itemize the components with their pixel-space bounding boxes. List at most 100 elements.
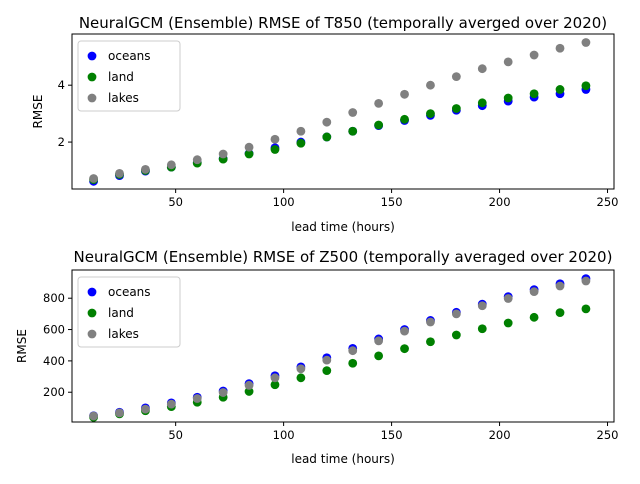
data-point-lakes (529, 287, 539, 297)
data-point-lakes (581, 38, 591, 47)
series-lakes (89, 38, 591, 183)
data-point-lakes (141, 404, 150, 414)
y-tick-label: 200 (43, 385, 65, 399)
data-point-land (374, 351, 384, 361)
data-point-lakes (451, 72, 461, 82)
series-lakes (89, 276, 591, 421)
data-point-lakes (166, 160, 176, 170)
chart-z500: NeuralGCM (Ensemble) RMSE of Z500 (tempo… (15, 248, 618, 466)
plot-frame (71, 33, 615, 190)
data-point-land (244, 149, 254, 159)
legend-marker-lakes (87, 93, 97, 103)
data-point-land (477, 98, 487, 108)
data-point-lakes (166, 399, 176, 409)
data-point-lakes (555, 281, 565, 291)
data-point-lakes (115, 168, 124, 178)
data-point-land (374, 120, 384, 130)
data-point-land (322, 366, 332, 376)
chart-title: NeuralGCM (Ensemble) RMSE of Z500 (tempo… (74, 248, 613, 266)
legend-label-lakes: lakes (108, 91, 139, 105)
data-point-land (451, 104, 461, 113)
data-point-land (348, 126, 358, 136)
data-point-land (581, 304, 591, 314)
x-tick-label: 100 (273, 195, 295, 209)
legend: oceans land lakes (77, 40, 181, 112)
data-point-lakes (400, 326, 409, 336)
data-point-land (348, 358, 358, 368)
data-point-lakes (270, 373, 280, 383)
y-tick-label: 800 (43, 291, 65, 305)
data-point-lakes (529, 50, 539, 60)
data-point-lakes (348, 346, 358, 356)
data-point-land (270, 380, 280, 390)
data-point-land (426, 109, 435, 119)
plot-frame (71, 269, 615, 423)
data-point-land (555, 85, 565, 94)
data-point-land (451, 330, 461, 340)
data-point-lakes (218, 388, 228, 397)
legend-marker-lakes (87, 329, 97, 339)
x-tick-label: 50 (168, 428, 183, 442)
data-point-lakes (426, 80, 435, 90)
data-point-land (322, 132, 332, 142)
data-point-lakes (477, 301, 487, 311)
legend-box (77, 276, 181, 348)
data-point-lakes (581, 276, 591, 286)
data-point-lakes (374, 98, 384, 108)
data-point-lakes (89, 174, 98, 183)
y-tick-label: 600 (43, 323, 65, 337)
data-point-lakes (244, 380, 254, 390)
data-point-land (529, 312, 539, 322)
x-tick-label: 50 (168, 195, 183, 209)
legend-label-oceans: oceans (108, 285, 151, 299)
data-point-land (503, 93, 513, 103)
legend-label-oceans: oceans (108, 49, 151, 63)
legend-box (77, 40, 181, 112)
data-point-lakes (115, 408, 124, 418)
x-tick-label: 150 (381, 195, 403, 209)
data-point-lakes (270, 134, 280, 144)
legend-marker-oceans (87, 287, 97, 297)
data-point-lakes (192, 155, 202, 165)
data-point-lakes (89, 411, 98, 421)
legend-marker-oceans (87, 51, 97, 61)
data-point-land (244, 387, 254, 396)
legend-label-lakes: lakes (108, 327, 139, 341)
legend-marker-land (87, 72, 97, 82)
x-tick-label: 250 (597, 195, 619, 209)
y-axis-label: RMSE (31, 95, 45, 129)
data-point-lakes (451, 309, 461, 319)
chart-title: NeuralGCM (Ensemble) RMSE of T850 (tempo… (79, 14, 607, 32)
data-point-land (555, 308, 565, 318)
data-point-lakes (322, 355, 332, 365)
y-axis-label: RMSE (15, 329, 29, 363)
legend-label-land: land (108, 70, 134, 84)
data-point-lakes (503, 57, 513, 67)
chart-t850: NeuralGCM (Ensemble) RMSE of T850 (tempo… (31, 14, 618, 234)
data-point-land (296, 373, 306, 383)
legend: oceans land lakes (77, 276, 181, 348)
y-tick-label: 2 (58, 135, 65, 149)
data-point-land (400, 344, 409, 354)
data-point-lakes (503, 294, 513, 303)
data-point-land (477, 324, 487, 334)
y-tick-label: 400 (43, 354, 65, 368)
data-point-lakes (348, 108, 358, 117)
x-tick-label: 200 (489, 428, 511, 442)
data-point-land (529, 89, 539, 99)
y-tick-label: 4 (58, 78, 65, 92)
data-point-lakes (477, 64, 487, 74)
data-point-lakes (400, 89, 409, 99)
data-point-land (581, 81, 591, 91)
data-point-land (400, 114, 409, 124)
data-point-lakes (192, 394, 202, 403)
x-tick-label: 100 (273, 428, 295, 442)
legend-label-land: land (108, 306, 134, 320)
data-point-lakes (374, 336, 384, 346)
data-point-land (270, 145, 280, 154)
legend-marker-land (87, 308, 97, 318)
data-point-lakes (555, 43, 565, 53)
data-point-lakes (244, 142, 254, 152)
x-tick-label: 150 (381, 428, 403, 442)
